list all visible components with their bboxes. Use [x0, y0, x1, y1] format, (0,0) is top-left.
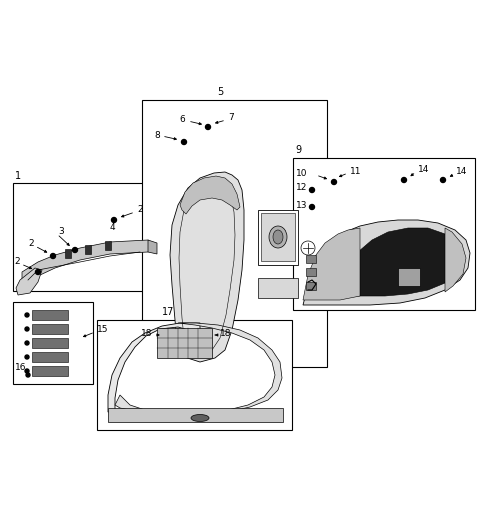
Text: 18: 18 [141, 329, 152, 337]
Text: 2: 2 [14, 258, 20, 267]
Text: 12: 12 [296, 183, 307, 193]
Text: 2: 2 [28, 240, 34, 248]
Text: 9: 9 [295, 145, 301, 155]
Circle shape [310, 204, 314, 209]
Text: 14: 14 [418, 165, 430, 175]
FancyBboxPatch shape [65, 249, 71, 258]
Text: 5: 5 [217, 87, 223, 97]
Circle shape [25, 327, 29, 331]
Ellipse shape [269, 226, 287, 248]
Bar [32, 338, 68, 348]
Circle shape [26, 373, 30, 377]
Polygon shape [180, 176, 240, 214]
Bar [157, 328, 212, 358]
Bar [398, 268, 420, 286]
Text: 18: 18 [220, 329, 231, 337]
Text: 17: 17 [162, 307, 174, 317]
Circle shape [25, 369, 29, 373]
Polygon shape [148, 240, 157, 254]
Bar [32, 324, 68, 334]
Bar [32, 352, 68, 362]
Bar [32, 366, 68, 376]
Circle shape [25, 341, 29, 345]
Circle shape [332, 180, 336, 184]
Polygon shape [16, 268, 42, 295]
Circle shape [310, 187, 314, 193]
Circle shape [401, 178, 407, 182]
Text: 7: 7 [228, 114, 234, 122]
Bar [258, 278, 298, 298]
Text: 10: 10 [296, 168, 308, 178]
Circle shape [36, 269, 40, 274]
Circle shape [25, 313, 29, 317]
Text: 14: 14 [456, 167, 468, 177]
Text: 4: 4 [110, 223, 116, 231]
Bar [32, 310, 68, 320]
Bar [142, 100, 327, 367]
Circle shape [72, 247, 77, 252]
Circle shape [441, 178, 445, 182]
Bar [97, 320, 292, 430]
Text: 2: 2 [137, 205, 143, 215]
Polygon shape [108, 323, 200, 412]
Polygon shape [115, 323, 282, 415]
Bar [261, 213, 295, 261]
Text: 11: 11 [350, 166, 361, 176]
Ellipse shape [273, 230, 283, 244]
Circle shape [181, 139, 187, 144]
Text: 15: 15 [97, 326, 108, 334]
Bar [306, 282, 316, 290]
Bar [13, 302, 93, 384]
Bar [293, 158, 475, 310]
Bar [258, 210, 298, 265]
Text: 3: 3 [58, 227, 64, 237]
FancyBboxPatch shape [105, 241, 111, 250]
Text: 8: 8 [154, 131, 160, 139]
Polygon shape [303, 220, 470, 305]
Text: 6: 6 [179, 116, 185, 124]
Circle shape [205, 124, 211, 130]
Polygon shape [22, 240, 153, 285]
Ellipse shape [191, 415, 209, 421]
Text: 1: 1 [15, 171, 21, 181]
Bar [306, 255, 316, 263]
Circle shape [301, 241, 315, 255]
Polygon shape [445, 228, 466, 292]
Bar [108, 408, 283, 422]
Bar [306, 268, 316, 276]
Circle shape [50, 253, 56, 259]
Circle shape [25, 355, 29, 359]
Polygon shape [170, 172, 244, 362]
Text: 16: 16 [15, 364, 26, 373]
Text: 13: 13 [296, 201, 308, 209]
FancyBboxPatch shape [85, 245, 91, 254]
Polygon shape [335, 228, 458, 296]
Polygon shape [303, 228, 360, 300]
Circle shape [111, 218, 117, 223]
Bar [13, 183, 158, 291]
